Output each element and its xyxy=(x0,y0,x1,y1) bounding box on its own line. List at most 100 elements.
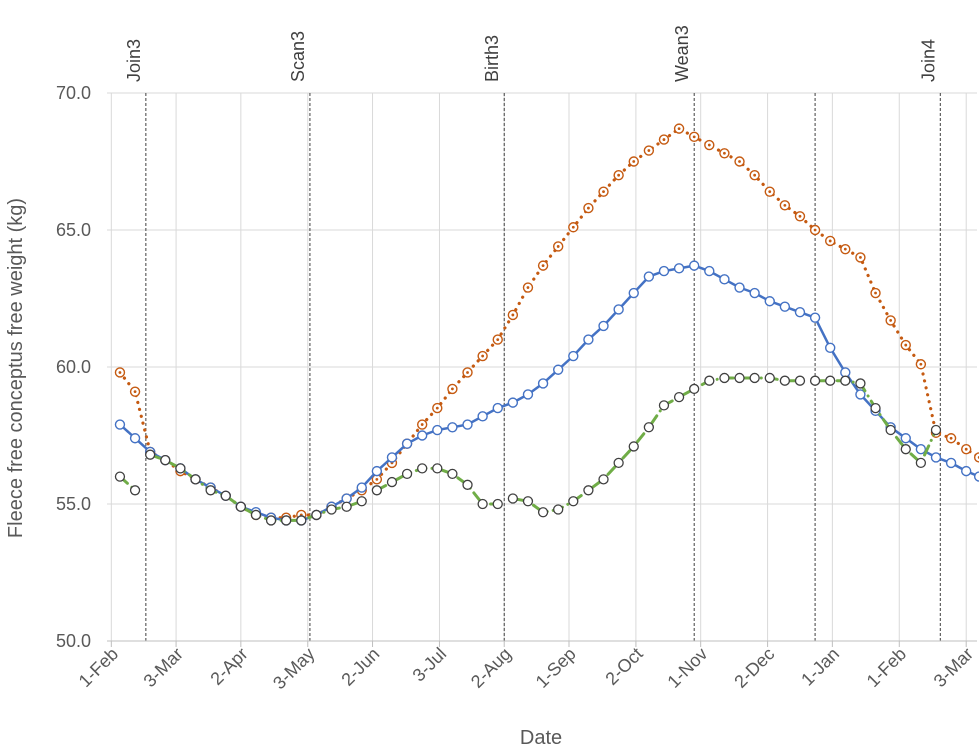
data-point xyxy=(855,389,866,400)
data-point xyxy=(973,471,979,482)
data-point xyxy=(522,496,534,507)
data-point xyxy=(900,433,911,444)
data-point xyxy=(568,496,579,507)
data-point-center xyxy=(843,247,847,251)
y-tick-label: 70.0 xyxy=(56,83,91,103)
data-point-center xyxy=(526,286,530,289)
data-point xyxy=(764,296,775,307)
y-tick-label: 60.0 xyxy=(56,357,91,377)
data-point xyxy=(129,433,141,444)
data-point-center xyxy=(798,214,802,218)
data-point xyxy=(477,498,488,510)
data-point-center xyxy=(783,203,787,207)
data-point xyxy=(235,501,246,512)
data-point-center xyxy=(904,343,908,347)
event-markers: Join3 Scan3 Birth3 Wean3 Join4 xyxy=(124,25,941,641)
data-point xyxy=(553,504,564,515)
data-point-center xyxy=(466,371,469,374)
data-point xyxy=(764,372,775,384)
data-point-center xyxy=(828,239,832,243)
data-point xyxy=(326,504,337,515)
data-point-center xyxy=(677,127,681,131)
data-point xyxy=(281,515,292,526)
y-tick-labels: 50.0 55.0 60.0 65.0 70.0 xyxy=(56,83,91,651)
x-tick-label: 1-Jan xyxy=(797,644,843,690)
data-point xyxy=(643,422,655,433)
data-point xyxy=(341,501,352,512)
x-tick-label: 1-Sep xyxy=(532,644,580,692)
x-tick-label: 1-Nov xyxy=(663,644,711,692)
data-point xyxy=(417,463,428,474)
data-point xyxy=(583,485,594,496)
series-line xyxy=(118,127,979,520)
data-point-center xyxy=(738,160,741,163)
x-tick-label: 2-Aug xyxy=(467,644,515,692)
data-point xyxy=(809,375,821,386)
data-point-center xyxy=(889,319,893,322)
data-point xyxy=(613,457,624,469)
data-point xyxy=(658,400,670,411)
x-tick-label: 2-Apr xyxy=(206,644,251,689)
data-point xyxy=(311,509,322,521)
data-point xyxy=(432,424,443,436)
data-point-center xyxy=(964,447,968,451)
data-point-center xyxy=(707,143,711,147)
data-point xyxy=(386,476,398,488)
data-point xyxy=(704,375,715,386)
data-point xyxy=(825,375,836,386)
data-point xyxy=(160,455,171,466)
data-point-center xyxy=(496,338,500,341)
data-point xyxy=(719,372,730,384)
data-point xyxy=(945,457,957,469)
data-point-center xyxy=(451,387,454,391)
data-point xyxy=(296,515,307,526)
y-tick-label: 50.0 xyxy=(56,631,91,651)
data-point xyxy=(583,334,594,345)
data-point xyxy=(885,424,896,436)
data-point-center xyxy=(813,228,817,232)
data-point xyxy=(114,471,126,482)
data-point xyxy=(462,479,473,490)
data-point xyxy=(734,282,745,293)
x-tick-label: 3-Mar xyxy=(140,644,187,691)
event-label: Birth3 xyxy=(482,35,502,82)
data-point-center xyxy=(375,477,379,481)
data-point xyxy=(930,452,942,463)
data-point-center xyxy=(859,256,862,259)
data-point xyxy=(689,383,700,395)
data-point xyxy=(401,468,413,480)
data-point xyxy=(492,498,503,510)
data-point xyxy=(809,312,821,323)
x-tick-label: 2-Jun xyxy=(337,644,383,690)
data-point xyxy=(643,271,655,282)
data-point-center xyxy=(420,423,424,426)
series-1 xyxy=(114,260,979,526)
x-tick-label: 3-Jul xyxy=(409,644,451,686)
series-line xyxy=(148,453,364,522)
data-point-center xyxy=(481,354,485,358)
data-point xyxy=(250,509,262,521)
data-point xyxy=(673,263,685,274)
data-point xyxy=(492,402,503,414)
data-point-center xyxy=(723,151,726,155)
series-line xyxy=(511,376,802,514)
x-tick-label: 3-Mar xyxy=(930,644,977,691)
data-point xyxy=(719,274,730,285)
data-point xyxy=(477,411,488,422)
data-point xyxy=(961,465,972,477)
data-point xyxy=(613,304,624,315)
data-point xyxy=(220,490,231,501)
data-point-center xyxy=(949,436,953,440)
data-point xyxy=(749,372,760,384)
event-label: Wean3 xyxy=(672,25,692,82)
data-point xyxy=(371,465,383,477)
data-point xyxy=(973,452,979,463)
data-point-center xyxy=(541,264,545,268)
data-point xyxy=(688,260,700,271)
y-tick-label: 65.0 xyxy=(56,220,91,240)
series-layer xyxy=(114,123,979,526)
data-point-center xyxy=(662,138,666,141)
data-point xyxy=(356,482,367,493)
data-point xyxy=(432,463,443,474)
